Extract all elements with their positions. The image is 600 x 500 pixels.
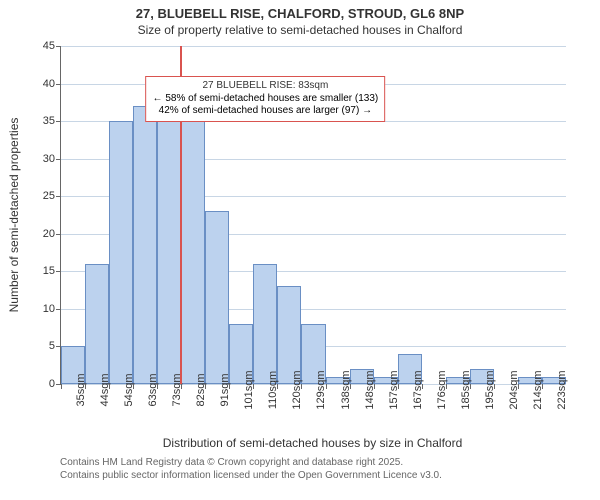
x-tick-label: 148sqm: [350, 370, 376, 409]
attribution-line-1: Contains HM Land Registry data © Crown c…: [60, 456, 442, 469]
y-tick-mark: [56, 159, 61, 160]
histogram-bar: [277, 286, 301, 384]
y-tick-mark: [56, 84, 61, 85]
x-tick-label: 101sqm: [229, 370, 255, 409]
y-tick-label: 25: [43, 190, 55, 202]
callout-line-2: ← 58% of semi-detached houses are smalle…: [153, 93, 379, 106]
y-tick-mark: [56, 196, 61, 197]
x-tick-label: 176sqm: [422, 370, 448, 409]
x-tick-label: 44sqm: [85, 373, 111, 406]
y-tick-mark: [56, 309, 61, 310]
x-tick-label: 82sqm: [181, 373, 207, 406]
callout-line-1: 27 BLUEBELL RISE: 83sqm: [153, 80, 379, 93]
histogram-bar: [253, 264, 277, 384]
x-tick-label: 138sqm: [326, 370, 352, 409]
y-tick-label: 45: [43, 40, 55, 52]
y-tick-mark: [56, 46, 61, 47]
x-tick-label: 63sqm: [133, 373, 159, 406]
y-tick-label: 15: [43, 265, 55, 277]
histogram-bar: [181, 106, 205, 384]
histogram-bar: [109, 121, 133, 384]
x-tick-label: 120sqm: [277, 370, 303, 409]
chart-title-block: 27, BLUEBELL RISE, CHALFORD, STROUD, GL6…: [0, 6, 600, 38]
gridline-h: [61, 46, 566, 47]
x-tick-label: 214sqm: [518, 370, 544, 409]
x-tick-label: 157sqm: [374, 370, 400, 409]
y-tick-label: 20: [43, 228, 55, 240]
y-tick-mark: [56, 271, 61, 272]
chart-title-sub: Size of property relative to semi-detach…: [0, 23, 600, 39]
y-tick-label: 5: [49, 340, 55, 352]
x-tick-label: 91sqm: [205, 373, 231, 406]
x-tick-label: 54sqm: [109, 373, 135, 406]
histogram-bar: [133, 106, 157, 384]
y-tick-mark: [56, 121, 61, 122]
histogram-bar: [157, 121, 181, 384]
chart-container: 27, BLUEBELL RISE, CHALFORD, STROUD, GL6…: [0, 0, 600, 500]
y-tick-label: 35: [43, 115, 55, 127]
y-tick-label: 30: [43, 153, 55, 165]
attribution: Contains HM Land Registry data © Crown c…: [60, 456, 442, 482]
x-tick-label: 204sqm: [494, 370, 520, 409]
x-axis-title: Distribution of semi-detached houses by …: [163, 436, 462, 450]
callout-box: 27 BLUEBELL RISE: 83sqm← 58% of semi-det…: [146, 76, 386, 122]
attribution-line-2: Contains public sector information licen…: [60, 469, 442, 482]
x-tick-label: 195sqm: [470, 370, 496, 409]
y-tick-label: 40: [43, 78, 55, 90]
y-axis-title: Number of semi-detached properties: [7, 118, 21, 313]
x-tick-label: 223sqm: [542, 370, 568, 409]
y-tick-label: 0: [49, 378, 55, 390]
x-tick-label: 167sqm: [398, 370, 424, 409]
x-tick-label: 129sqm: [301, 370, 327, 409]
y-tick-label: 10: [43, 303, 55, 315]
x-tick-label: 185sqm: [446, 370, 472, 409]
callout-line-3: 42% of semi-detached houses are larger (…: [153, 105, 379, 118]
x-tick-label: 110sqm: [253, 371, 279, 409]
chart-title-main: 27, BLUEBELL RISE, CHALFORD, STROUD, GL6…: [0, 6, 600, 23]
plot-area: 05101520253035404535sqm44sqm54sqm63sqm73…: [60, 46, 566, 385]
x-tick-label: 35sqm: [61, 373, 87, 406]
y-tick-mark: [56, 234, 61, 235]
histogram-bar: [85, 264, 109, 384]
histogram-bar: [205, 211, 229, 384]
